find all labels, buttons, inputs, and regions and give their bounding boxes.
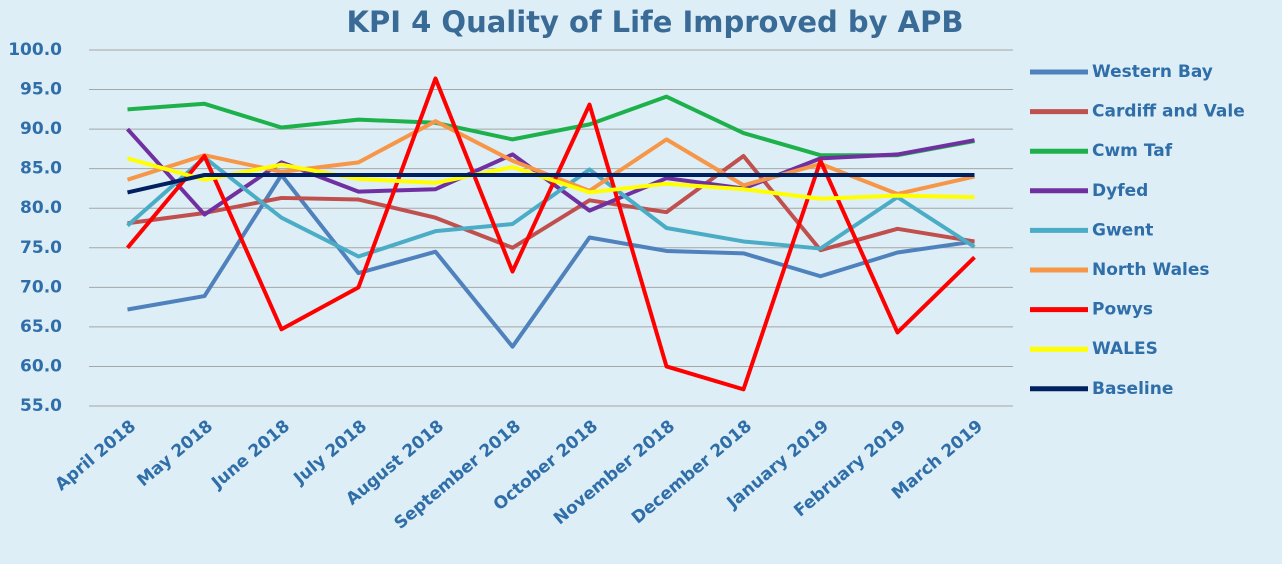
y-tick-label: 75.0 <box>20 238 62 258</box>
y-tick-label: 70.0 <box>20 277 62 297</box>
y-tick-label: 60.0 <box>20 356 62 376</box>
series-line <box>127 154 975 253</box>
y-tick-label: 90.0 <box>20 119 62 139</box>
legend-label: Western Bay <box>1092 62 1213 82</box>
x-tick-label: May 2018 <box>133 416 216 491</box>
series-line <box>127 172 975 349</box>
legend-label: Baseline <box>1092 379 1173 399</box>
legend-label: Cardiff and Vale <box>1092 102 1245 122</box>
legend-label: Dyfed <box>1092 181 1148 201</box>
series-line <box>125 76 976 392</box>
x-tick-label: July 2018 <box>289 416 370 489</box>
x-tick-label: April 2018 <box>52 416 140 495</box>
legend-label: Gwent <box>1092 220 1153 240</box>
chart-title: KPI 4 Quality of Life Improved by APB <box>347 5 964 39</box>
y-tick-label: 55.0 <box>20 396 62 416</box>
series-line <box>126 155 976 259</box>
y-tick-label: 100.0 <box>8 40 62 60</box>
series-line <box>126 156 975 201</box>
series-line <box>127 172 975 195</box>
legend-label: Cwm Taf <box>1092 141 1173 161</box>
y-tick-label: 95.0 <box>20 80 62 100</box>
y-tick-label: 85.0 <box>20 159 62 179</box>
y-tick-label: 80.0 <box>20 198 62 218</box>
series-line <box>127 94 975 158</box>
legend-label: WALES <box>1092 339 1158 359</box>
x-tick-label: September 2018 <box>391 416 525 533</box>
legend-label: Powys <box>1092 300 1153 320</box>
y-tick-label: 65.0 <box>20 317 62 337</box>
legend-label: North Wales <box>1092 260 1210 280</box>
x-tick-label: June 2018 <box>207 416 294 493</box>
